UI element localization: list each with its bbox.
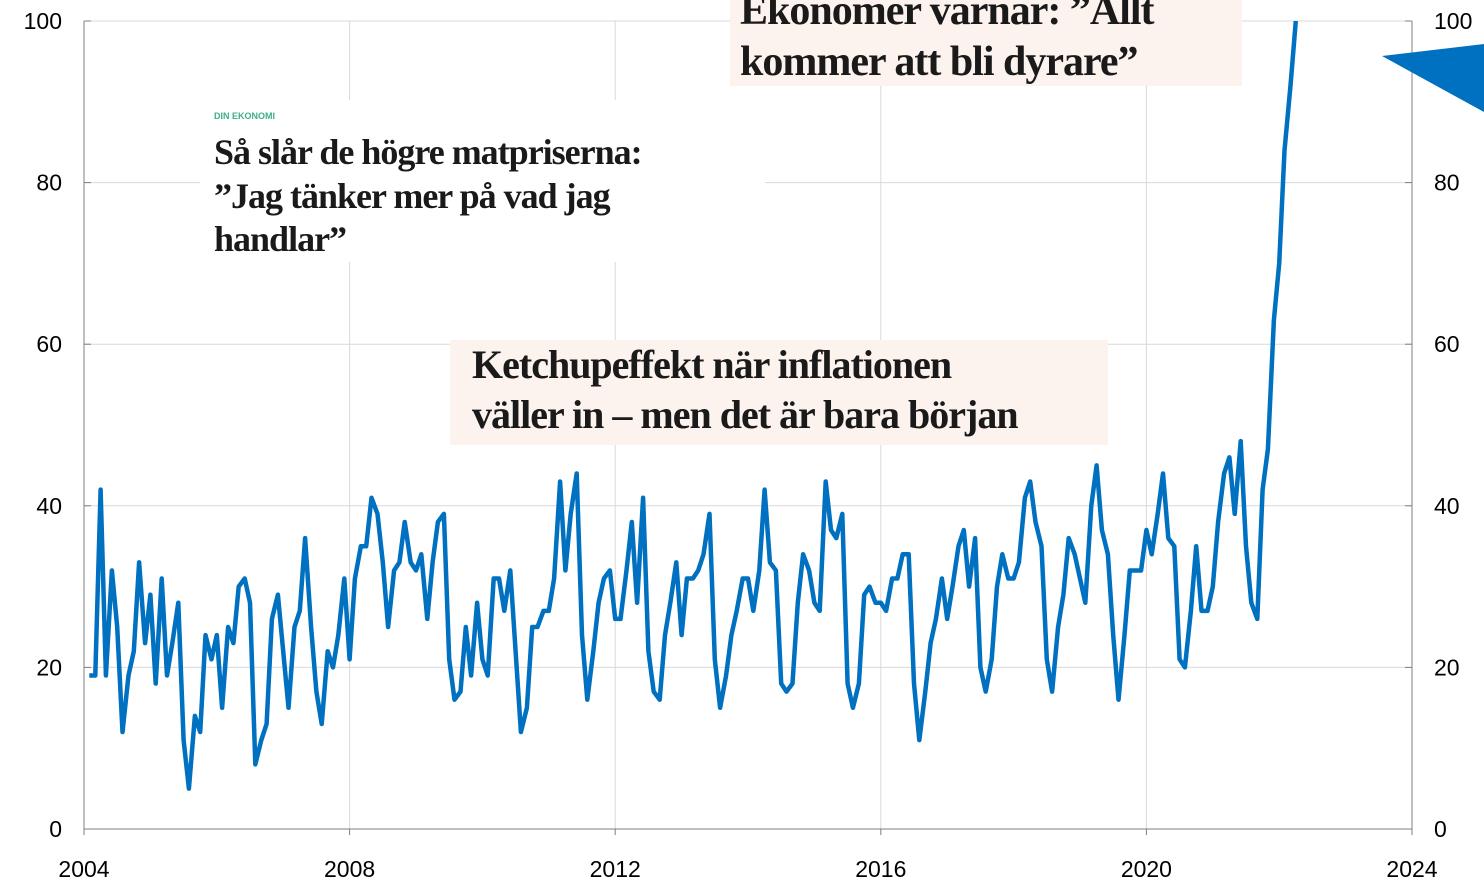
y2-tick-label: 20 — [1434, 654, 1460, 680]
y2-tick-label: 0 — [1434, 816, 1447, 842]
plot: 0 20 40 60 80 100 0 20 40 60 80 100 2004 2008 2012 2016… — [24, 8, 1473, 882]
y-tick-label: 40 — [36, 493, 62, 519]
x-tick-label: 2008 — [324, 856, 375, 882]
y-tick-label: 0 — [49, 816, 62, 842]
x-tick-label: 2004 — [58, 856, 109, 882]
y2-tick-label: 60 — [1434, 331, 1460, 357]
headlines: DIN EKONOMI Så slår de högre matpriserna… — [200, 0, 1242, 445]
headline-box — [200, 100, 765, 262]
y-tick-label: 100 — [24, 8, 62, 34]
x-tick-label: 2016 — [855, 856, 906, 882]
arrow — [1382, 44, 1484, 112]
headline-line: handlar” — [214, 219, 346, 259]
headline-line: kommer att bli dyrare” — [740, 39, 1138, 85]
headline-line: ”Jag tänker mer på vad jag — [214, 176, 611, 216]
y-tick-label: 60 — [36, 331, 62, 357]
headline-kicker: DIN EKONOMI — [214, 111, 275, 121]
y-tick-label: 20 — [36, 654, 62, 680]
headline-line: Så slår de högre matpriserna: — [214, 132, 642, 172]
data-line — [89, 20, 1299, 791]
headline-line: Ekonomer varnar: ”Allt — [740, 0, 1155, 34]
y-tick-label: 80 — [36, 170, 62, 196]
y2-tick-label: 80 — [1434, 170, 1460, 196]
x-tick-label: 2024 — [1386, 856, 1437, 882]
x-tick-label: 2012 — [590, 856, 641, 882]
headline-box — [730, 0, 1242, 86]
headline-line: Ketchupeffekt när inflationen — [472, 342, 952, 387]
y2-tick-label: 40 — [1434, 493, 1460, 519]
y2-tick-label: 100 — [1434, 8, 1472, 34]
headline-box — [450, 340, 1108, 445]
x-tick-label: 2020 — [1121, 856, 1172, 882]
headline-line: väller in – men det är bara början — [472, 392, 1018, 437]
